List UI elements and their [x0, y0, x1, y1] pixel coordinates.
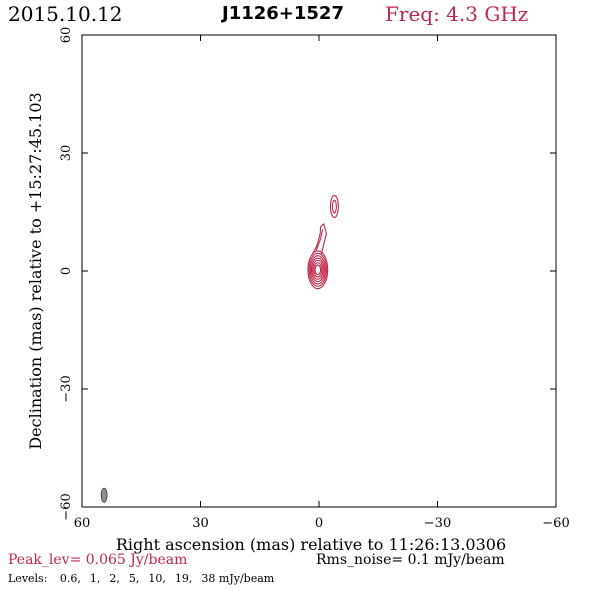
- y-tick-label: 30: [59, 145, 74, 162]
- core-contour: [312, 259, 324, 280]
- level-value: 1,: [89, 572, 101, 585]
- rms-noise: Rms_noise= 0.1 mJy/beam: [316, 552, 505, 568]
- level-value: 10,: [148, 572, 166, 585]
- x-tick-label: 30: [192, 516, 209, 531]
- jet-contour: [315, 229, 324, 251]
- core-contour: [310, 257, 325, 283]
- contours: [307, 194, 339, 290]
- level-value: 38 mJy/beam: [201, 572, 275, 585]
- tick-labels: 60 30 0 −30 −60 −60 −30 0 30 60: [59, 27, 570, 531]
- y-tick-label: 60: [59, 27, 74, 44]
- x-axis-label: Right ascension (mas) relative to 11:26:…: [116, 535, 506, 554]
- level-value: 5,: [128, 572, 140, 585]
- source-name: J1126+1527: [222, 3, 344, 24]
- x-tick-label: −30: [424, 516, 451, 531]
- knot-contour: [331, 199, 337, 214]
- jet-contour: [311, 223, 328, 256]
- core-contour: [308, 252, 328, 287]
- contour-levels: Levels: 0.6, 1, 2, 5, 10, 19, 38 mJy/beam: [8, 572, 283, 585]
- beam-group: [100, 487, 108, 503]
- beam-ellipse: [100, 487, 108, 503]
- y-axis-label: Declination (mas) relative to +15:27:45.…: [26, 92, 45, 449]
- level-value: 2,: [109, 572, 120, 585]
- x-tick-label: 0: [315, 516, 323, 531]
- y-tick-label: −30: [59, 375, 74, 402]
- core-contour: [307, 250, 329, 290]
- x-tick-label: 60: [74, 516, 91, 531]
- axis-ticks: [81, 34, 557, 508]
- observation-date: 2015.10.12: [8, 2, 123, 26]
- level-values: 0.6, 1, 2, 5, 10, 19, 38 mJy/beam: [60, 572, 283, 585]
- frequency-label: Freq: 4.3 GHz: [385, 2, 529, 26]
- level-value: 0.6,: [59, 572, 81, 585]
- y-tick-label: −60: [59, 493, 74, 520]
- core-contour: [309, 255, 326, 285]
- core-contour: [313, 262, 323, 278]
- knot-contour: [329, 194, 339, 219]
- plot-frame: [81, 34, 557, 508]
- peak-level: Peak_lev= 0.065 Jy/beam: [8, 552, 188, 568]
- x-tick-label: −60: [542, 516, 569, 531]
- y-tick-label: 0: [59, 267, 74, 275]
- core-contour: [314, 264, 322, 276]
- level-value: 19,: [174, 572, 193, 585]
- levels-label: Levels:: [8, 572, 48, 585]
